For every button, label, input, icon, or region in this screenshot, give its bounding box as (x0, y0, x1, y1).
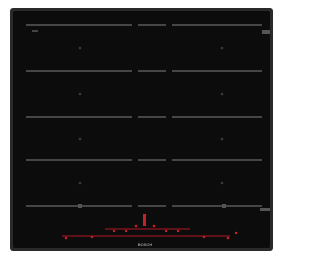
corner-mark (32, 30, 38, 32)
control-key[interactable] (143, 214, 146, 226)
control-key[interactable] (203, 236, 205, 238)
control-key[interactable] (65, 237, 68, 240)
control-key[interactable] (235, 232, 237, 234)
control-key[interactable] (177, 230, 179, 232)
zone-marker (79, 182, 82, 185)
zone-marker (79, 47, 82, 50)
control-key[interactable] (227, 237, 230, 240)
corner-mark (260, 208, 270, 211)
control-key[interactable] (153, 225, 156, 228)
zone-marker (79, 93, 82, 96)
control-key[interactable] (113, 230, 115, 232)
corner-mark (78, 204, 82, 208)
zone-marker (79, 138, 82, 141)
zone-marker (221, 182, 224, 185)
control-key[interactable] (135, 225, 138, 228)
zone-marker (221, 138, 224, 141)
zone-marker (221, 93, 224, 96)
cooktop-photo: BOSCH (0, 0, 282, 257)
brand-logo: BOSCH (138, 242, 153, 247)
control-key[interactable] (165, 230, 167, 232)
zone-marker (221, 47, 224, 50)
corner-mark (222, 204, 226, 208)
control-key[interactable] (125, 230, 127, 232)
glass-surface (13, 11, 270, 248)
control-key[interactable] (91, 236, 93, 238)
corner-mark (262, 30, 270, 34)
